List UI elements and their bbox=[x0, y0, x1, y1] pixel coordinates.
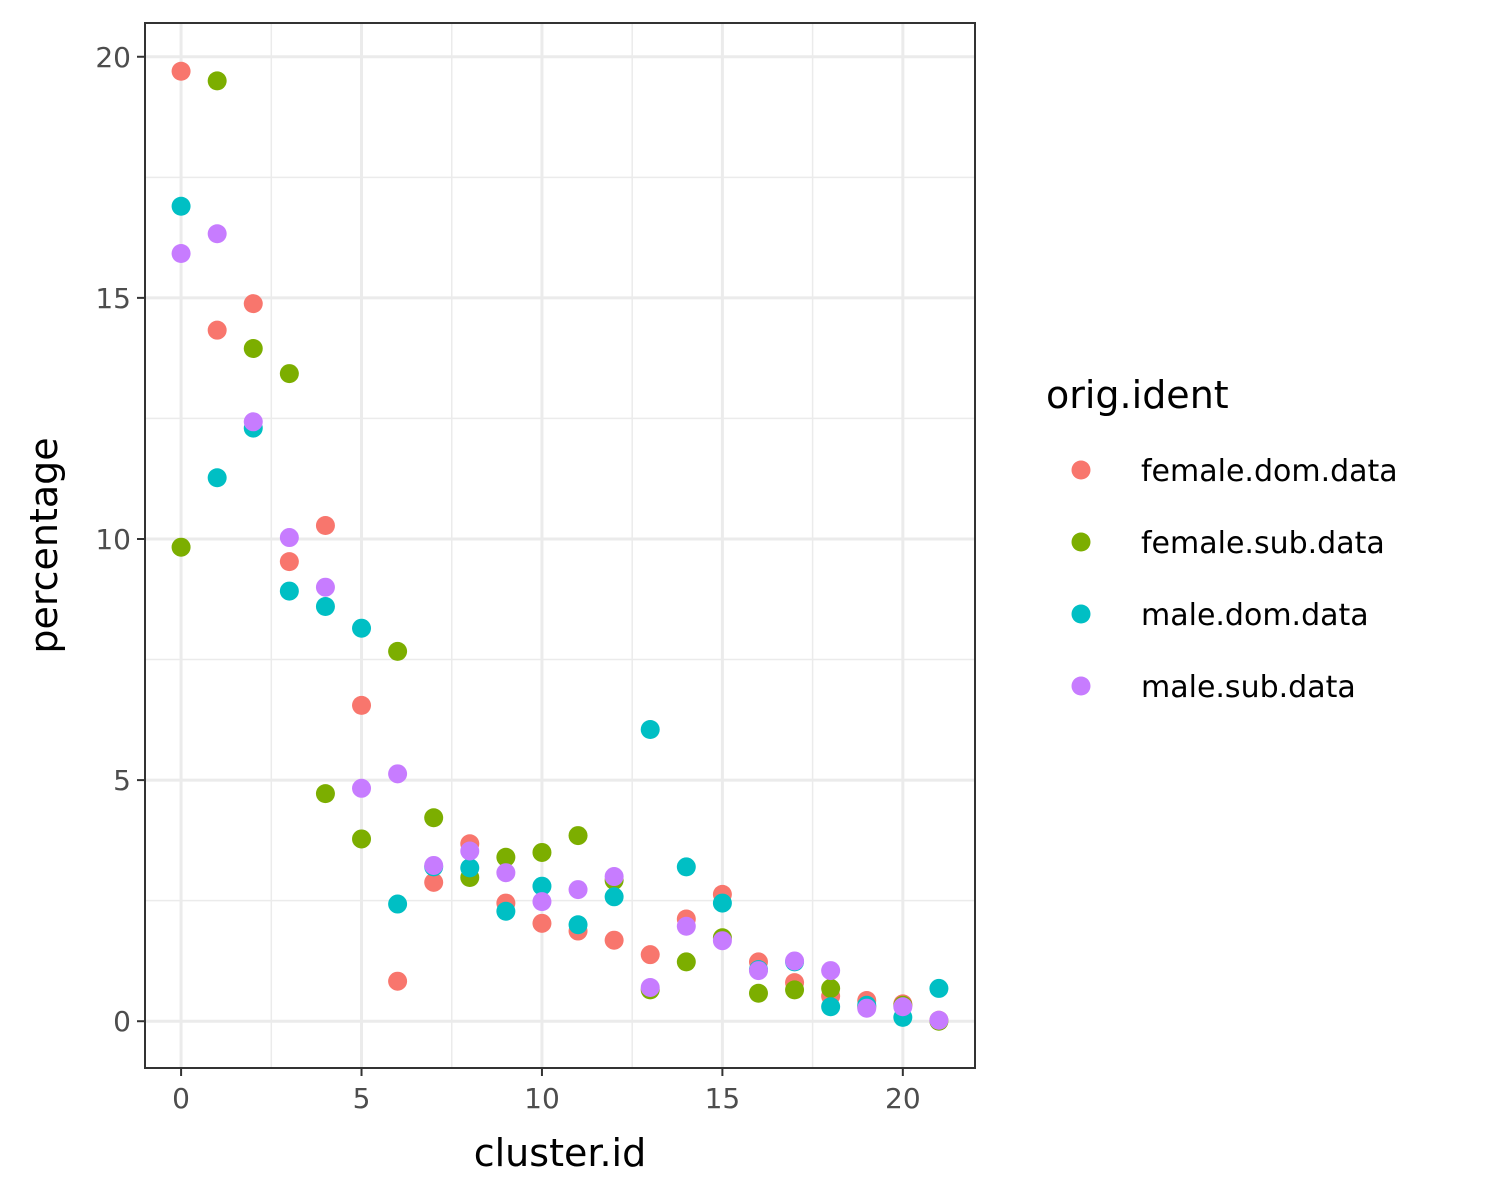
data-point bbox=[352, 618, 372, 638]
data-point bbox=[243, 294, 263, 314]
data-point bbox=[207, 320, 227, 340]
legend-label: male.dom.data bbox=[1141, 598, 1369, 633]
data-point bbox=[207, 71, 227, 91]
data-point bbox=[496, 847, 516, 867]
data-point bbox=[388, 971, 408, 991]
data-point bbox=[676, 916, 696, 936]
data-point bbox=[388, 641, 408, 661]
data-point bbox=[496, 901, 516, 921]
data-point bbox=[279, 364, 299, 384]
data-point bbox=[352, 829, 372, 849]
data-point bbox=[568, 880, 588, 900]
data-point bbox=[712, 931, 732, 951]
plot-panel-border bbox=[144, 22, 976, 1069]
plot-panel-background bbox=[145, 23, 975, 1068]
data-point bbox=[243, 339, 263, 359]
data-point bbox=[424, 872, 444, 892]
legend-key bbox=[1071, 460, 1091, 480]
data-point bbox=[785, 980, 805, 1000]
y-tick-label: 0 bbox=[113, 1005, 131, 1038]
data-point bbox=[243, 412, 263, 432]
y-axis: 0 5 10 15 20 bbox=[95, 41, 145, 1038]
data-point bbox=[748, 983, 768, 1003]
legend-title: orig.ident bbox=[1046, 373, 1229, 417]
y-tick-label: 20 bbox=[95, 41, 131, 74]
data-point bbox=[171, 244, 191, 264]
data-point bbox=[640, 719, 660, 739]
x-tick-label: 5 bbox=[353, 1082, 371, 1115]
data-point bbox=[821, 961, 841, 981]
legend-key bbox=[1071, 532, 1091, 552]
minor-gridlines bbox=[145, 23, 975, 1068]
data-point bbox=[604, 887, 624, 907]
data-point bbox=[857, 998, 877, 1018]
data-point bbox=[532, 842, 552, 862]
data-point bbox=[640, 977, 660, 997]
data-points bbox=[171, 61, 949, 1031]
panel-border-rect bbox=[144, 22, 976, 1069]
y-tick-label: 10 bbox=[95, 523, 131, 556]
data-point bbox=[207, 468, 227, 488]
data-point bbox=[568, 826, 588, 846]
data-point bbox=[315, 597, 335, 617]
legend: orig.ident female.dom.data female.sub.dat… bbox=[1046, 373, 1398, 705]
data-point bbox=[460, 858, 480, 878]
major-gridlines bbox=[145, 23, 975, 1068]
data-point bbox=[315, 577, 335, 597]
data-point bbox=[315, 784, 335, 804]
y-axis-title: percentage bbox=[22, 437, 66, 653]
data-point bbox=[460, 841, 480, 861]
data-point bbox=[532, 876, 552, 896]
data-point bbox=[171, 196, 191, 216]
data-point bbox=[929, 1010, 949, 1030]
panel-background-rect bbox=[145, 23, 975, 1068]
data-point bbox=[604, 867, 624, 887]
data-point bbox=[352, 778, 372, 798]
x-tick-label: 0 bbox=[172, 1082, 190, 1115]
data-point bbox=[532, 913, 552, 933]
data-point bbox=[712, 893, 732, 913]
legend-label: male.sub.data bbox=[1141, 670, 1356, 705]
x-tick-label: 20 bbox=[885, 1082, 921, 1115]
data-point bbox=[171, 61, 191, 81]
data-point bbox=[171, 537, 191, 557]
data-point bbox=[315, 515, 335, 535]
data-point bbox=[821, 997, 841, 1017]
data-point bbox=[388, 764, 408, 784]
data-point bbox=[748, 961, 768, 981]
data-point bbox=[424, 808, 444, 828]
data-point bbox=[821, 978, 841, 998]
data-point bbox=[929, 978, 949, 998]
data-point bbox=[279, 581, 299, 601]
data-point bbox=[604, 930, 624, 950]
data-point bbox=[207, 224, 227, 244]
data-point bbox=[352, 695, 372, 715]
y-tick-label: 15 bbox=[95, 282, 131, 315]
data-point bbox=[785, 951, 805, 971]
data-point bbox=[424, 855, 444, 875]
data-point bbox=[388, 894, 408, 914]
x-axis-title: cluster.id bbox=[474, 1131, 647, 1175]
data-point bbox=[532, 892, 552, 912]
y-tick-label: 5 bbox=[113, 764, 131, 797]
data-point bbox=[676, 857, 696, 877]
data-point bbox=[676, 952, 696, 972]
data-point bbox=[279, 528, 299, 548]
data-point bbox=[279, 552, 299, 572]
data-point bbox=[496, 863, 516, 883]
legend-label: female.sub.data bbox=[1141, 526, 1385, 561]
legend-key bbox=[1071, 604, 1091, 624]
x-tick-label: 15 bbox=[705, 1082, 741, 1115]
x-axis: 0 5 10 15 20 bbox=[172, 1068, 921, 1115]
data-point bbox=[893, 997, 913, 1017]
legend-label: female.dom.data bbox=[1141, 454, 1398, 489]
data-point bbox=[568, 915, 588, 935]
data-point bbox=[640, 945, 660, 965]
legend-key bbox=[1071, 676, 1091, 696]
x-tick-label: 10 bbox=[524, 1082, 560, 1115]
